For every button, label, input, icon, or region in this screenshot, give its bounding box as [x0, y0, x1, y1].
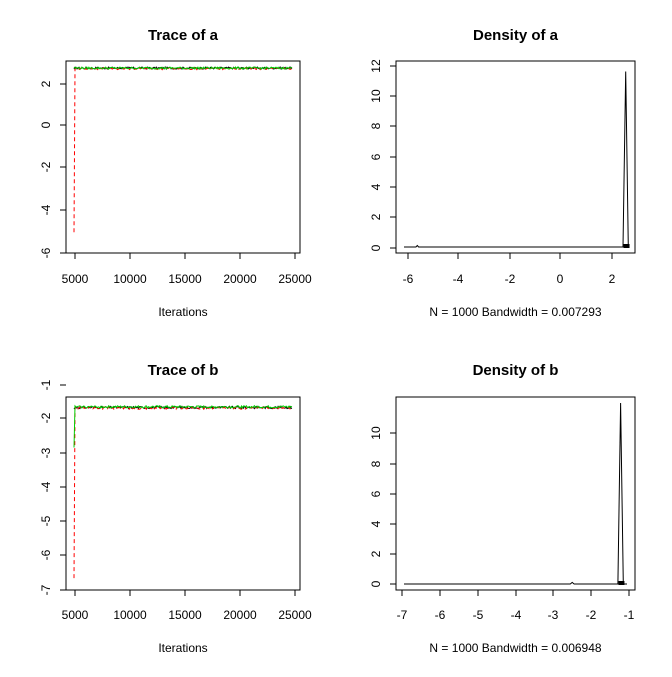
- x-tick-label: -3: [548, 608, 559, 622]
- y-tick-label: -3: [39, 447, 53, 458]
- trace-series-2: [73, 405, 293, 579]
- x-axis-label: Iterations: [158, 641, 207, 655]
- x-axis-label: Iterations: [158, 305, 207, 319]
- panel-title: Trace of a: [148, 27, 219, 44]
- x-tick-label: -2: [586, 608, 597, 622]
- panel-2: Density of a -6 -4 -2 0 2 0 2 4 6 8 10 12 N = 1000 Ba…: [369, 27, 636, 319]
- x-tick-label: 25000: [278, 608, 312, 622]
- x-tick-label: 10000: [113, 272, 147, 286]
- x-tick-label: 15000: [168, 272, 202, 286]
- x-tick-label: 15000: [168, 608, 202, 622]
- plot-frame: [65, 396, 301, 591]
- y-tick-label: -4: [39, 481, 53, 492]
- x-tick-label: -6: [403, 272, 414, 286]
- density-rug: [618, 581, 625, 585]
- x-tick-label: -1: [624, 608, 635, 622]
- density-rug: [623, 244, 630, 248]
- y-tick-label: 2: [369, 213, 383, 220]
- y-tick-label: 2: [39, 80, 53, 87]
- panel-title: Density of b: [473, 362, 559, 379]
- x-tick-label: -7: [397, 608, 408, 622]
- panel-1: Trace of a 5000 10000 15000 20000 25000 -6 -4 -2…: [39, 27, 312, 319]
- x-tick-label: 5000: [62, 272, 89, 286]
- panel-3: Trace of b 5000 10000 15000 20000 25000 -7 -6 -5…: [39, 362, 312, 655]
- density-curve: [404, 402, 627, 585]
- y-tick-label: 0: [39, 121, 53, 128]
- y-tick-label: 4: [369, 183, 383, 190]
- y-tick-label: 6: [369, 153, 383, 160]
- panel-title: Trace of b: [148, 362, 219, 379]
- x-axis-label: N = 1000 Bandwidth = 0.007293: [429, 305, 601, 319]
- y-tick-label: 12: [369, 59, 383, 73]
- x-axis-label: N = 1000 Bandwidth = 0.006948: [429, 641, 601, 655]
- density-curve: [404, 71, 629, 248]
- y-tick-label: 10: [369, 426, 383, 440]
- y-tick-label: -1: [39, 379, 53, 390]
- y-tick-label: 6: [369, 490, 383, 497]
- y-tick-label: 0: [369, 244, 383, 251]
- x-tick-label: -4: [453, 272, 464, 286]
- x-tick-label: 25000: [278, 272, 312, 286]
- y-tick-label: -6: [39, 247, 53, 258]
- trace-series-2: [73, 66, 293, 233]
- x-tick-label: -2: [505, 272, 516, 286]
- y-tick-label: -7: [39, 584, 53, 595]
- y-tick-label: -2: [39, 161, 53, 172]
- y-tick-label: -4: [39, 204, 53, 215]
- y-tick-label: -6: [39, 549, 53, 560]
- y-tick-label: -5: [39, 515, 53, 526]
- trace-series-3: [73, 66, 293, 71]
- y-tick-label: -2: [39, 412, 53, 423]
- y-tick-label: 8: [369, 122, 383, 129]
- x-tick-label: -5: [473, 608, 484, 622]
- x-tick-label: -6: [435, 608, 446, 622]
- y-tick-label: 4: [369, 520, 383, 527]
- x-tick-label: 10000: [113, 608, 147, 622]
- plot-frame: [395, 60, 636, 254]
- x-tick-label: 0: [557, 272, 564, 286]
- y-tick-label: 8: [369, 460, 383, 467]
- plot-frame: [65, 60, 301, 254]
- plot-frame: [395, 396, 636, 591]
- x-tick-label: -4: [511, 608, 522, 622]
- x-tick-label: 20000: [223, 272, 257, 286]
- trace-series-3: [73, 404, 293, 448]
- x-tick-label: 2: [609, 272, 616, 286]
- panel-4: Density of b -7 -6 -5 -4 -3 -2 -1 0 2 4 6 8 10 N = 100…: [369, 362, 636, 655]
- x-tick-label: 20000: [223, 608, 257, 622]
- y-tick-label: 2: [369, 550, 383, 557]
- panel-title: Density of a: [473, 27, 559, 44]
- y-tick-label: 10: [369, 89, 383, 103]
- x-tick-label: 5000: [62, 608, 89, 622]
- y-tick-label: 0: [369, 580, 383, 587]
